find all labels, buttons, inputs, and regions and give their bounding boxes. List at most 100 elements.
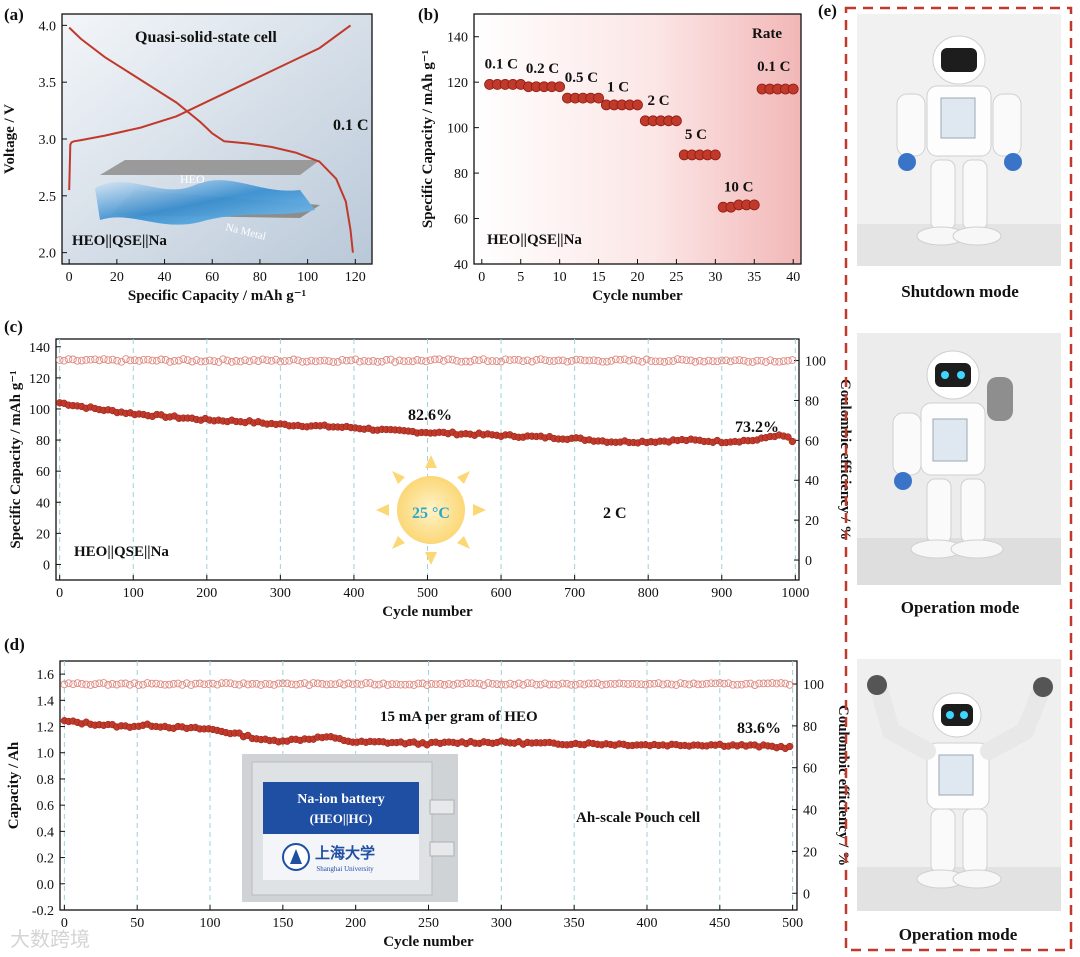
efficiency-point (673, 355, 682, 363)
efficiency-point (536, 680, 545, 689)
efficiency-point (779, 357, 788, 365)
efficiency-point (702, 679, 711, 688)
efficiency-point (303, 357, 311, 366)
efficiency-point (607, 357, 616, 365)
efficiency-point (755, 679, 763, 688)
efficiency-point (625, 356, 633, 365)
efficiency-point (691, 358, 700, 366)
x-tick-label: 50 (130, 916, 144, 931)
y-tick-label: 80 (454, 167, 468, 182)
efficiency-point (764, 679, 772, 688)
efficiency-point (744, 357, 753, 366)
efficiency-point (722, 356, 731, 365)
efficiency-point (135, 357, 143, 365)
x-tick-label: 0 (56, 586, 63, 601)
efficiency-point (219, 355, 227, 364)
panel-c-rate: 2 C (603, 505, 627, 522)
efficiency-point (139, 355, 148, 364)
electrode-inset-illustration: HEO Na Metal (95, 160, 320, 243)
efficiency-point (261, 679, 270, 688)
efficiency-point (497, 357, 505, 366)
efficiency-point (624, 680, 632, 688)
efficiency-point (687, 356, 695, 365)
y-tick-label: 0.6 (37, 799, 55, 814)
efficiency-point (462, 679, 471, 687)
rate-capacity-point (671, 115, 682, 127)
efficiency-point (300, 679, 309, 687)
efficiency-point (400, 357, 408, 366)
panel-d-axes: 0 50 100 150 200 250 300 350 400 450 500-0.20.00.2… (6, 660, 851, 950)
efficiency-point (280, 357, 289, 365)
y-tick-label: 1.0 (37, 747, 55, 762)
efficiency-point (108, 355, 117, 364)
y2-tick-label: 60 (803, 762, 817, 777)
efficiency-point (182, 679, 191, 688)
efficiency-point (563, 679, 571, 688)
efficiency-point (466, 679, 475, 688)
panel-b-background (474, 14, 801, 264)
efficiency-point (768, 679, 777, 687)
efficiency-point (117, 357, 126, 366)
x-axis-title: Cycle number (592, 288, 683, 304)
y2-tick-label: 40 (803, 804, 817, 819)
efficiency-point (340, 680, 348, 689)
efficiency-point (483, 357, 492, 366)
efficiency-point (663, 679, 672, 688)
efficiency-point (642, 355, 651, 364)
efficiency-point (95, 679, 104, 688)
efficiency-point (360, 356, 369, 365)
efficiency-point (753, 356, 761, 365)
efficiency-point (563, 357, 572, 366)
x-tick-label: 0 (61, 916, 68, 931)
efficiency-point (408, 357, 417, 366)
efficiency-point (305, 681, 313, 689)
efficiency-point (147, 679, 156, 688)
efficiency-point (144, 355, 152, 364)
efficiency-point (309, 679, 318, 687)
efficiency-point (73, 356, 82, 365)
efficiency-point (514, 356, 523, 364)
efficiency-point (550, 357, 558, 365)
efficiency-point (405, 680, 414, 689)
efficiency-point (99, 679, 108, 687)
efficiency-point (165, 680, 174, 689)
y-tick-label: 1.2 (37, 721, 55, 736)
y-tick-label: 0.0 (37, 878, 55, 893)
efficiency-point (656, 357, 664, 366)
y2-tick-label: 100 (803, 678, 824, 693)
efficiency-point (545, 357, 554, 365)
efficiency-point (541, 356, 550, 365)
efficiency-point (536, 355, 545, 364)
efficiency-point (347, 356, 355, 365)
efficiency-point (188, 357, 196, 366)
efficiency-point (488, 357, 497, 365)
efficiency-point (86, 355, 95, 364)
efficiency-point (766, 356, 775, 365)
efficiency-point (711, 679, 720, 688)
efficiency-point (201, 357, 210, 366)
x-tick-label: 100 (200, 916, 221, 931)
efficiency-point (594, 357, 603, 365)
efficiency-point (383, 681, 392, 689)
efficiency-point (759, 679, 768, 688)
efficiency-point (707, 679, 715, 688)
efficiency-point (576, 355, 585, 364)
panel-c-temperature: 25 °C (412, 505, 450, 522)
efficiency-point (672, 681, 680, 689)
efficiency-point (739, 356, 748, 365)
x-tick-label: 20 (110, 270, 124, 285)
x-tick-label: 10 (553, 270, 567, 285)
efficiency-point (197, 357, 205, 366)
efficiency-point (606, 679, 615, 688)
efficiency-point (457, 357, 466, 366)
efficiency-point (581, 356, 589, 365)
efficiency-point (355, 357, 364, 366)
efficiency-point (245, 357, 254, 366)
efficiency-point (379, 679, 388, 688)
efficiency-point (55, 356, 64, 364)
efficiency-point (294, 356, 302, 365)
efficiency-point (506, 356, 514, 365)
efficiency-point (375, 680, 383, 689)
efficiency-point (493, 680, 501, 688)
y2-tick-label: 60 (805, 434, 819, 449)
